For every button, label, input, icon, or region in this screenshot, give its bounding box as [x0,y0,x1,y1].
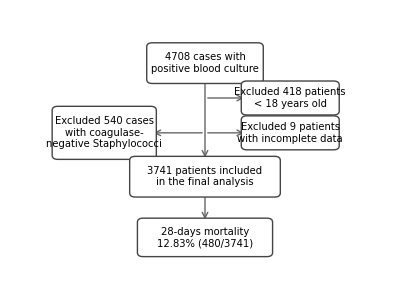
Text: Excluded 540 cases
with coagulase-
negative Staphylococci: Excluded 540 cases with coagulase- negat… [46,116,162,150]
Text: 3741 patients included
in the final analysis: 3741 patients included in the final anal… [148,166,262,187]
FancyBboxPatch shape [130,156,280,197]
Text: 4708 cases with
positive blood culture: 4708 cases with positive blood culture [151,52,259,74]
FancyBboxPatch shape [138,218,272,257]
Text: 28-days mortality
12.83% (480/3741): 28-days mortality 12.83% (480/3741) [157,227,253,248]
FancyBboxPatch shape [147,43,263,84]
FancyBboxPatch shape [241,81,339,115]
Text: Excluded 418 patients
< 18 years old: Excluded 418 patients < 18 years old [234,87,346,109]
FancyBboxPatch shape [52,106,156,159]
Text: Excluded 9 patients
with incomplete data: Excluded 9 patients with incomplete data [238,122,343,144]
FancyBboxPatch shape [241,116,339,150]
